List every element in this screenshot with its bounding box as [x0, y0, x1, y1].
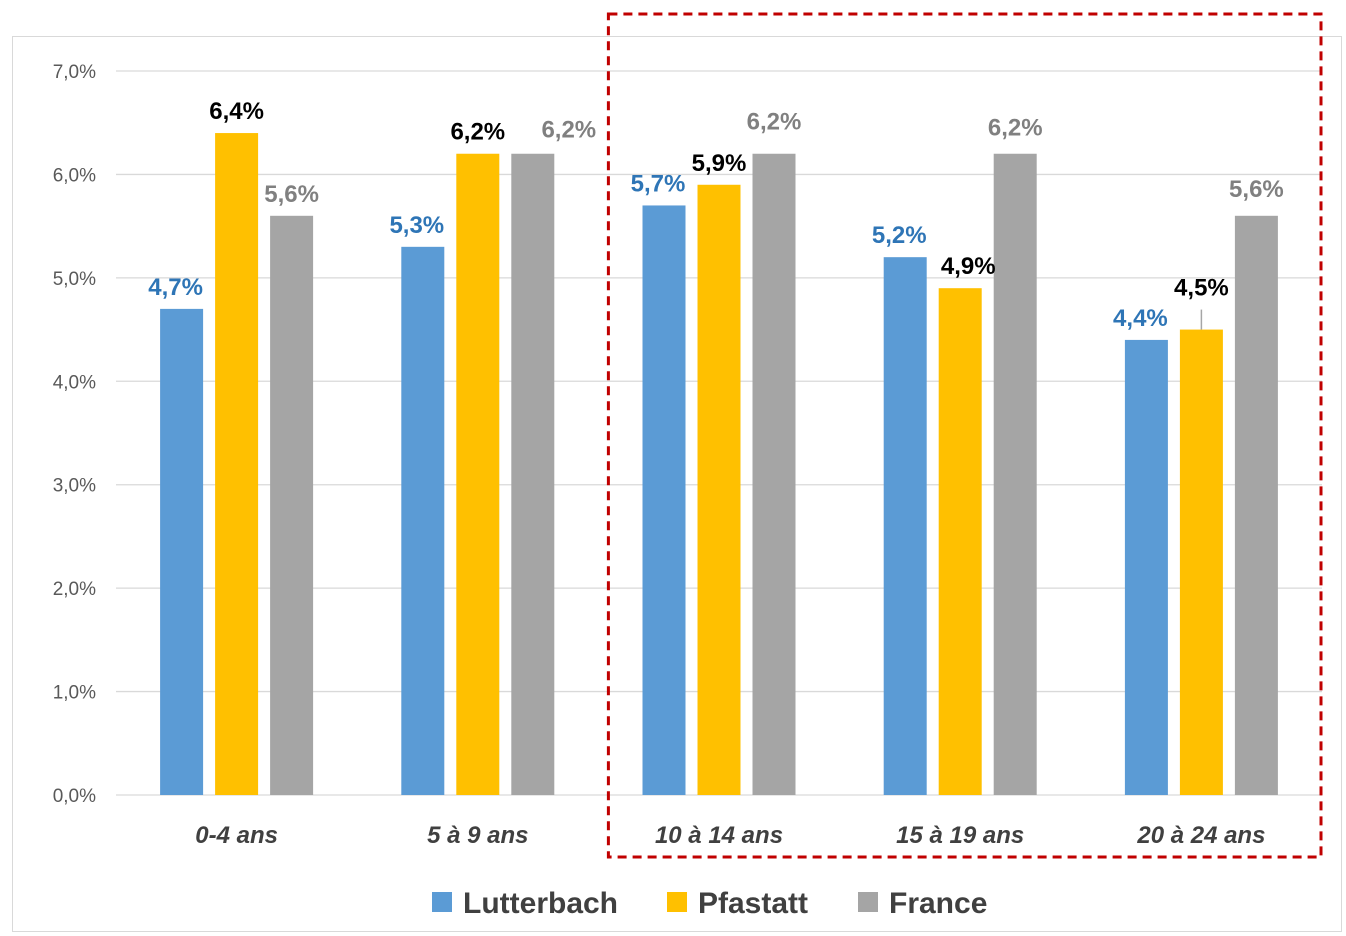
y-tick-label: 0,0% — [53, 786, 96, 807]
data-label: 5,7% — [631, 170, 686, 197]
x-axis-category-labels: 0-4 ans 5 à 9 ans 10 à 14 ans 15 à 19 ans 20… — [195, 822, 1265, 849]
y-tick-label: 5,0% — [53, 269, 96, 290]
bar — [642, 205, 686, 795]
data-label: 4,4% — [1113, 305, 1168, 332]
highlight-box — [606, 12, 1323, 859]
data-labels: 4,7%6,4%5,6%5,3%6,2% 6,2%5,7%5,9%6,2%5,2%… — [148, 98, 1284, 332]
legend-label: France — [889, 887, 987, 920]
x-category-label: 0-4 ans — [195, 822, 278, 849]
bar — [215, 133, 259, 796]
data-label: 5,6% — [264, 181, 319, 208]
y-axis-tick-labels: 0,0% 1,0% 2,0% 3,0% 4,0% 5,0% 6,0% 7,0% — [53, 62, 96, 807]
x-category-label: 15 à 19 ans — [896, 822, 1024, 849]
y-tick-label: 6,0% — [53, 165, 96, 186]
data-label: 5,6% — [1229, 176, 1284, 203]
bar — [160, 308, 204, 795]
x-category-label: 5 à 9 ans — [427, 822, 528, 849]
data-label: 4,5% — [1174, 275, 1229, 302]
bar — [270, 215, 314, 796]
y-tick-label: 4,0% — [53, 372, 96, 393]
data-label: 6,2% — [541, 117, 596, 144]
bar — [401, 246, 445, 796]
y-tick-label: 7,0% — [53, 62, 96, 83]
bar — [993, 153, 1037, 795]
bar — [883, 257, 927, 796]
legend-swatch — [432, 892, 452, 912]
y-tick-label: 3,0% — [53, 476, 96, 497]
data-label: 6,2% — [747, 109, 802, 136]
bar — [1179, 329, 1223, 795]
bar — [697, 184, 741, 795]
legend-label: Lutterbach — [463, 887, 618, 920]
y-tick-label: 2,0% — [53, 579, 96, 600]
bar — [456, 153, 500, 795]
highlight-rectangle — [606, 12, 1323, 859]
data-label: 6,4% — [209, 98, 264, 125]
chart-frame — [12, 36, 1342, 932]
bar — [1124, 339, 1168, 795]
bar — [752, 153, 796, 795]
bar — [1234, 215, 1278, 796]
legend: Lutterbach Pfastatt France — [432, 887, 987, 920]
data-label: 5,3% — [389, 212, 444, 239]
x-category-label: 10 à 14 ans — [655, 822, 783, 849]
gridlines — [116, 70, 1322, 796]
data-label: 6,2% — [450, 119, 505, 146]
y-tick-label: 1,0% — [53, 683, 96, 704]
data-label: 4,7% — [148, 274, 203, 301]
data-label: 6,2% — [988, 115, 1043, 142]
data-label: 4,9% — [941, 253, 996, 280]
x-category-label: 20 à 24 ans — [1136, 822, 1265, 849]
bar — [938, 288, 982, 795]
legend-swatch — [858, 892, 878, 912]
data-label: 5,9% — [692, 150, 747, 177]
legend-swatch — [667, 892, 687, 912]
bars — [160, 133, 1278, 796]
legend-label: Pfastatt — [698, 887, 808, 920]
data-label: 5,2% — [872, 222, 927, 249]
bar — [511, 153, 555, 795]
